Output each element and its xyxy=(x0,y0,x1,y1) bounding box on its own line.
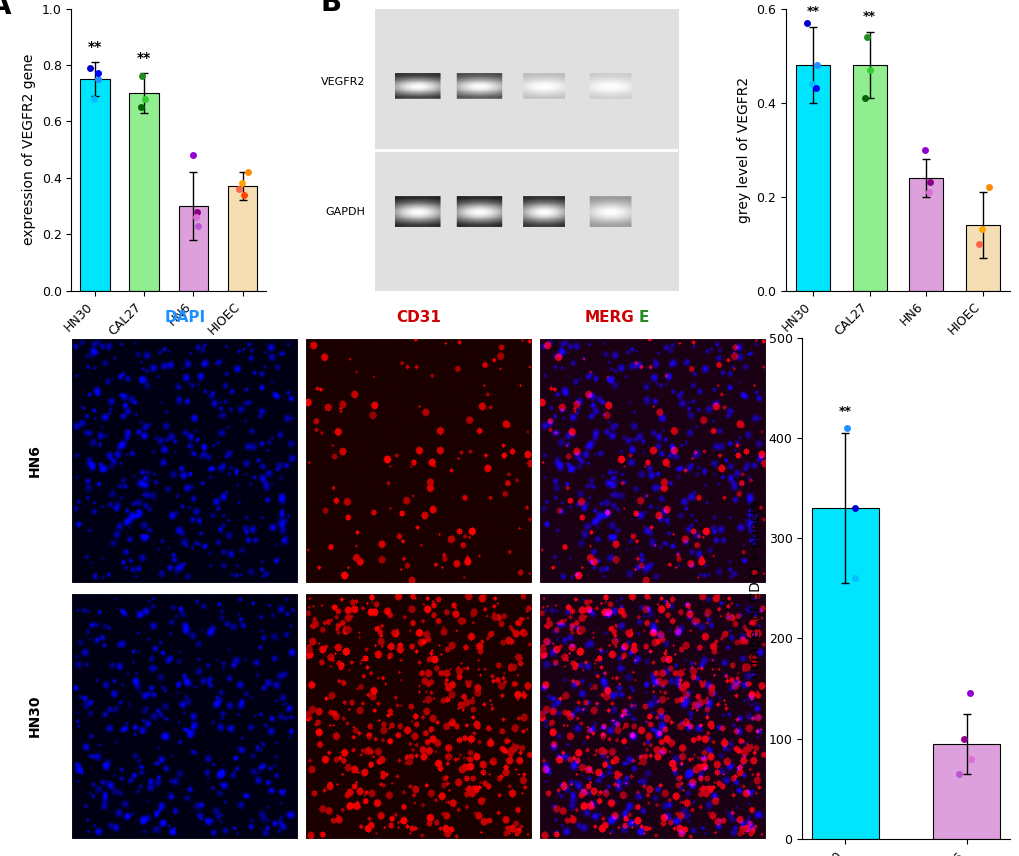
Point xyxy=(920,185,936,199)
Point xyxy=(916,143,932,157)
Point xyxy=(235,187,252,201)
Text: **: ** xyxy=(137,51,151,65)
Point xyxy=(961,687,977,700)
Bar xyxy=(227,187,257,290)
Point xyxy=(950,767,966,781)
Point xyxy=(921,175,937,189)
Point xyxy=(90,67,106,80)
Point xyxy=(969,237,985,251)
Point xyxy=(184,148,201,162)
Point xyxy=(973,223,989,236)
Bar xyxy=(852,65,886,290)
Point xyxy=(234,176,251,190)
Point xyxy=(861,62,877,76)
Point xyxy=(137,92,153,105)
Point xyxy=(846,571,862,585)
Text: DAPI: DAPI xyxy=(164,310,205,325)
Text: MERG: MERG xyxy=(584,310,634,325)
Bar xyxy=(796,65,829,290)
Point xyxy=(803,77,819,91)
Point xyxy=(962,752,978,765)
Text: **: ** xyxy=(88,39,102,54)
Bar xyxy=(908,178,943,290)
Point xyxy=(807,81,823,95)
Text: HN6: HN6 xyxy=(29,444,42,477)
Text: **: ** xyxy=(806,5,819,18)
Point xyxy=(979,181,996,194)
Point xyxy=(955,732,971,746)
Point xyxy=(133,69,150,83)
Bar xyxy=(129,93,159,290)
Point xyxy=(839,421,855,435)
Text: **: ** xyxy=(862,9,875,22)
Point xyxy=(846,501,862,514)
Text: A: A xyxy=(0,0,11,20)
Point xyxy=(858,30,874,44)
Point xyxy=(190,219,206,233)
Point xyxy=(230,182,247,196)
Bar xyxy=(811,508,877,839)
Point xyxy=(86,92,102,105)
Point xyxy=(187,211,204,224)
Point xyxy=(808,58,824,72)
Y-axis label: grey level of VEGFR2: grey level of VEGFR2 xyxy=(736,76,750,223)
Point xyxy=(189,205,205,218)
Point xyxy=(799,15,815,29)
Point xyxy=(82,61,98,74)
Text: HN30: HN30 xyxy=(29,695,42,737)
Y-axis label: expression of VEGFR2 gene: expression of VEGFR2 gene xyxy=(22,54,36,246)
Text: CD31: CD31 xyxy=(396,310,441,325)
Point xyxy=(132,100,149,114)
Bar xyxy=(178,206,208,290)
Text: **: ** xyxy=(838,405,851,418)
Point xyxy=(857,91,873,104)
Y-axis label: number of CD31+ puncta: number of CD31+ puncta xyxy=(748,499,762,678)
Bar xyxy=(932,744,1000,839)
Text: B: B xyxy=(320,0,340,17)
Point xyxy=(239,165,256,179)
Text: GAPDH: GAPDH xyxy=(325,206,365,217)
Point xyxy=(90,72,106,86)
Text: E: E xyxy=(638,310,649,325)
Text: VEGFR2: VEGFR2 xyxy=(321,77,365,86)
Bar xyxy=(965,225,999,290)
Bar xyxy=(81,79,110,290)
